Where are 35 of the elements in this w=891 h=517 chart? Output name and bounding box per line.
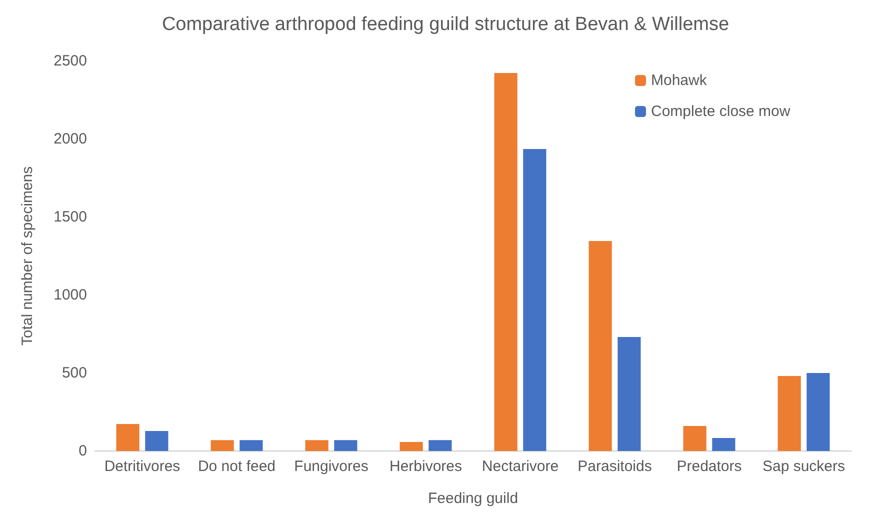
bar [428, 440, 452, 451]
x-axis-title: Feeding guild [428, 490, 518, 507]
chart-title: Comparative arthropod feeding guild structure at Bevan & Willemse [162, 14, 730, 35]
x-tick-label: Parasitoids [578, 458, 652, 475]
bar [494, 73, 518, 451]
y-tick-label: 1500 [54, 208, 87, 226]
bar [806, 373, 830, 451]
x-tick-label: Sap suckers [762, 458, 846, 475]
x-tick-label: Nectarivore [482, 458, 559, 475]
bar [778, 376, 801, 451]
y-tick-label: 2500 [54, 52, 87, 70]
bar [210, 440, 234, 451]
x-tick-label: Detritivores [104, 458, 180, 475]
bar [523, 148, 546, 451]
y-axis-title: Total number of specimens [19, 166, 36, 346]
bar [712, 438, 736, 451]
bar [116, 424, 140, 451]
bar [334, 440, 358, 451]
y-tick-label: 500 [62, 364, 87, 382]
bar [240, 440, 263, 451]
legend-label: Complete close mow [651, 103, 790, 120]
x-tick-label: Do not feed [198, 458, 276, 475]
y-tick-label: 1000 [54, 286, 87, 304]
bar [588, 241, 612, 451]
bar [618, 336, 641, 451]
x-tick-label: Fungivores [294, 458, 368, 475]
bar [400, 442, 423, 451]
y-tick-label: 2000 [54, 130, 87, 148]
x-tick-label: Predators [676, 458, 742, 475]
y-tick-label: 0 [78, 442, 87, 460]
x-tick-label: Herbivores [389, 458, 462, 475]
bar [305, 440, 328, 451]
bar [145, 431, 168, 451]
bar [683, 426, 706, 451]
legend-label: Mohawk [651, 72, 708, 89]
